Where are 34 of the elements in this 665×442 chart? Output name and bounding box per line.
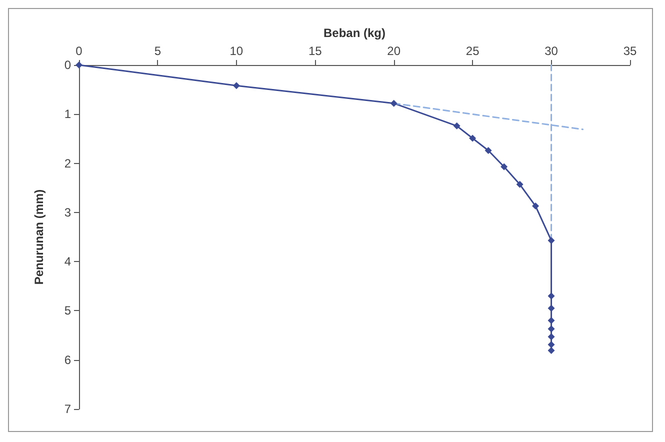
x-tick-label: 10 bbox=[230, 44, 244, 58]
y-tick-label: 1 bbox=[64, 107, 72, 122]
point bbox=[548, 333, 555, 340]
point bbox=[548, 317, 555, 324]
point bbox=[548, 236, 555, 244]
y-tick-label: 6 bbox=[64, 352, 72, 367]
point bbox=[232, 82, 240, 90]
y-tick-label: 4 bbox=[64, 254, 72, 269]
y-tick-label: 3 bbox=[64, 205, 72, 220]
point bbox=[484, 147, 492, 154]
x-tick-label: 20 bbox=[387, 44, 401, 58]
x-tick-label: 25 bbox=[466, 44, 480, 58]
x-tick-label: 35 bbox=[623, 44, 637, 58]
y-tick-label: 7 bbox=[64, 402, 72, 416]
point bbox=[548, 304, 555, 312]
x-tick-label: 30 bbox=[544, 44, 558, 58]
point bbox=[548, 347, 555, 354]
point bbox=[548, 292, 555, 300]
point bbox=[469, 134, 476, 142]
x-axis-title: Beban (kg) bbox=[323, 26, 386, 40]
point bbox=[390, 100, 398, 107]
x-tick-label: 5 bbox=[154, 44, 162, 58]
point bbox=[453, 122, 460, 130]
point bbox=[532, 202, 540, 210]
y-tick-label: 2 bbox=[64, 156, 72, 170]
point bbox=[516, 180, 524, 188]
point bbox=[548, 341, 555, 348]
x-tick-label: 0 bbox=[76, 44, 83, 58]
y-tick-label: 5 bbox=[64, 304, 72, 318]
x-tick-label: 15 bbox=[308, 44, 322, 58]
point bbox=[500, 163, 508, 170]
y-axis-title: Penurunan (mm) bbox=[32, 189, 46, 285]
y-tick-label: 0 bbox=[64, 58, 72, 72]
point bbox=[548, 325, 555, 332]
